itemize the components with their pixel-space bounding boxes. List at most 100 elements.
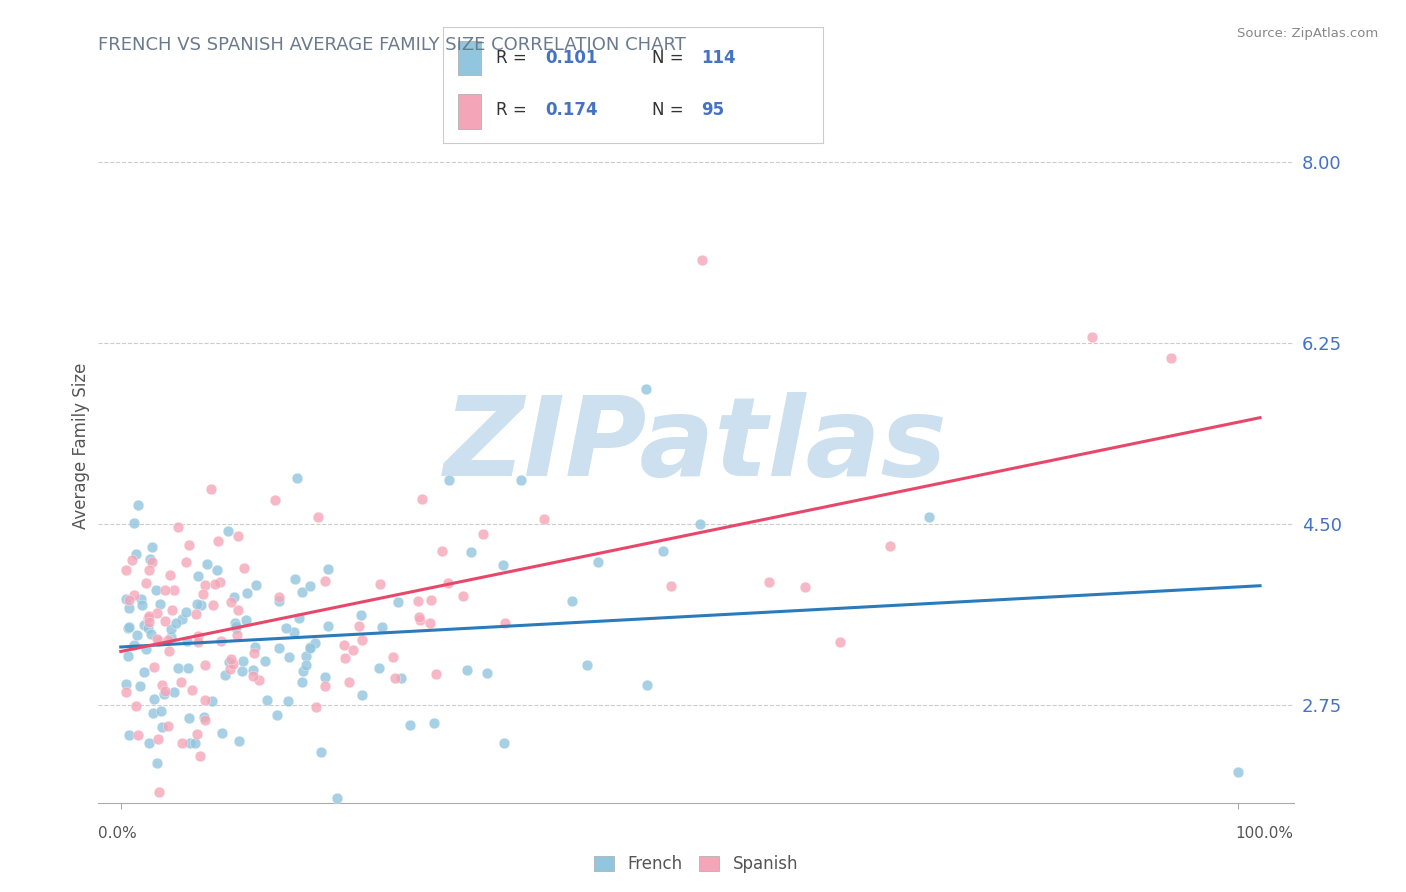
Point: [492, 558, 515, 572]
Point: [460, 545, 482, 559]
Point: [141, 627, 163, 641]
Point: [266, 708, 288, 723]
Point: [298, 640, 321, 654]
Text: 114: 114: [702, 49, 735, 67]
Point: [187, 569, 209, 583]
Point: [398, 717, 420, 731]
Point: [125, 628, 148, 642]
Point: [219, 651, 242, 665]
Point: [295, 648, 318, 663]
Point: [232, 655, 254, 669]
Point: [131, 598, 153, 612]
Point: [305, 700, 328, 714]
Point: [135, 576, 157, 591]
Point: [190, 599, 212, 613]
Point: [381, 649, 404, 664]
Point: [146, 756, 169, 771]
Point: [201, 694, 224, 708]
Text: 0.174: 0.174: [546, 102, 598, 120]
Point: [408, 610, 430, 624]
Point: [180, 683, 202, 698]
Point: [138, 563, 160, 577]
Point: [115, 685, 138, 699]
Text: N =: N =: [652, 102, 689, 120]
Point: [235, 613, 257, 627]
Point: [170, 736, 193, 750]
Point: [242, 669, 264, 683]
Point: [132, 665, 155, 680]
Point: [194, 657, 217, 672]
Point: [145, 632, 167, 647]
Point: [188, 748, 211, 763]
Point: [118, 728, 141, 742]
Point: [652, 544, 675, 558]
Point: [451, 589, 474, 603]
Point: [304, 636, 326, 650]
Point: [165, 616, 187, 631]
Point: [155, 615, 177, 629]
Point: [226, 628, 249, 642]
Point: [162, 583, 184, 598]
Point: [138, 736, 160, 750]
Point: [561, 594, 583, 608]
Point: [1081, 330, 1104, 344]
Point: [170, 675, 193, 690]
Point: [411, 491, 433, 506]
Point: [256, 693, 278, 707]
Point: [160, 622, 183, 636]
Point: [218, 656, 240, 670]
Point: [166, 520, 188, 534]
Point: [828, 635, 851, 649]
Text: ZIPatlas: ZIPatlas: [444, 392, 948, 500]
Point: [318, 562, 340, 576]
Point: [307, 509, 329, 524]
Point: [456, 663, 478, 677]
Point: [533, 512, 555, 526]
Point: [207, 563, 229, 577]
Point: [174, 555, 197, 569]
Text: FRENCH VS SPANISH AVERAGE FAMILY SIZE CORRELATION CHART: FRENCH VS SPANISH AVERAGE FAMILY SIZE CO…: [98, 36, 686, 54]
Point: [193, 692, 215, 706]
Point: [125, 699, 148, 714]
Point: [228, 733, 250, 747]
Point: [209, 633, 232, 648]
Point: [127, 498, 149, 512]
Point: [232, 561, 254, 575]
Text: R =: R =: [496, 49, 531, 67]
Point: [264, 493, 287, 508]
Point: [634, 382, 657, 396]
Point: [315, 574, 337, 589]
Point: [333, 638, 356, 652]
Point: [117, 601, 139, 615]
Point: [254, 654, 277, 668]
Point: [391, 672, 413, 686]
Text: 95: 95: [702, 102, 724, 120]
Text: 100.0%: 100.0%: [1236, 827, 1294, 841]
Point: [274, 621, 297, 635]
Point: [150, 678, 173, 692]
Point: [207, 533, 229, 548]
Point: [176, 634, 198, 648]
Bar: [458, 41, 481, 76]
Text: 0.0%: 0.0%: [98, 827, 138, 841]
Point: [242, 646, 264, 660]
Point: [406, 594, 429, 608]
Point: [177, 661, 200, 675]
Point: [122, 588, 145, 602]
Point: [129, 592, 152, 607]
Point: [132, 617, 155, 632]
Point: [1226, 764, 1249, 779]
Point: [186, 726, 208, 740]
Point: [167, 661, 190, 675]
Point: [122, 516, 145, 530]
Point: [127, 728, 149, 742]
Point: [222, 657, 245, 671]
Point: [277, 694, 299, 708]
Point: [269, 640, 291, 655]
Point: [159, 568, 181, 582]
Point: [242, 663, 264, 677]
Point: [141, 540, 163, 554]
Point: [118, 592, 141, 607]
Point: [193, 710, 215, 724]
Point: [347, 618, 370, 632]
